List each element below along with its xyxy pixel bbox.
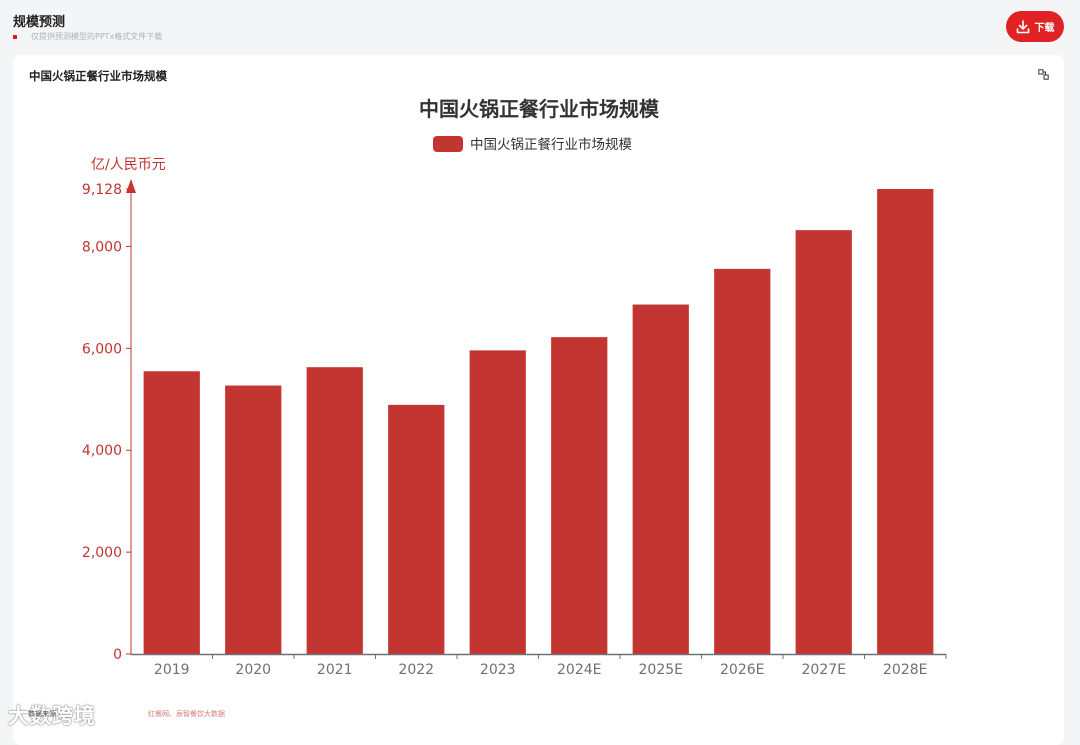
x-tick-label: 2027E	[802, 662, 846, 678]
x-tick-label: 2025E	[639, 662, 683, 678]
legend-swatch[interactable]	[433, 136, 463, 152]
x-tick-label: 2021	[317, 662, 353, 678]
chart-title: 中国火锅正餐行业市场规模	[419, 97, 660, 121]
download-label: 下载	[1034, 23, 1055, 34]
download-icon	[1016, 19, 1029, 33]
y-tick-label: 0	[113, 647, 122, 663]
legend-label[interactable]: 中国火锅正餐行业市场规模	[470, 136, 632, 153]
y-axis-label: 亿/人民币元	[91, 157, 166, 173]
x-tick-label: 2022	[398, 662, 434, 678]
x-tick-label: 2028E	[883, 662, 927, 678]
bar-2024E[interactable]	[551, 337, 608, 654]
bar-2021[interactable]	[306, 367, 363, 654]
card-title: 中国火锅正餐行业市场规模	[29, 69, 167, 83]
y-tick-label: 2,000	[82, 545, 122, 561]
bar-chart: 中国火锅正餐行业市场规模 中国火锅正餐行业市场规模 亿/人民币元 0 2,000 4…	[82, 97, 947, 678]
bar-2019[interactable]	[143, 371, 200, 654]
download-button[interactable]: 下载	[1006, 11, 1064, 42]
page-header: 规模预测 仅提供预测模型的PPTx格式文件下载 下载	[0, 0, 1080, 52]
bar-2028E[interactable]	[877, 189, 934, 654]
watermark-logo: 大数跨境	[8, 704, 96, 728]
y-tick-label: 9,128	[82, 182, 122, 198]
expand-icon[interactable]	[1038, 69, 1049, 80]
x-tick-label: 2023	[480, 662, 516, 678]
source-label: 数据来源：	[28, 710, 63, 718]
bar-2027E[interactable]	[795, 230, 852, 654]
page-title: 规模预测	[13, 15, 66, 30]
x-tick-label: 2019	[154, 662, 190, 678]
x-tick-label: 2020	[235, 662, 271, 678]
x-tick-label: 2026E	[720, 662, 764, 678]
x-tick-label: 2024E	[557, 662, 601, 678]
y-axis-arrow	[126, 179, 136, 193]
y-tick-label: 4,000	[82, 443, 122, 459]
bar-2022[interactable]	[388, 404, 445, 654]
bar-2020[interactable]	[225, 385, 282, 654]
y-tick-label: 6,000	[82, 341, 122, 357]
bar-2025E[interactable]	[632, 304, 689, 654]
bullet-marker	[13, 34, 17, 39]
source-detail: 红餐网、辰智餐饮大数据	[148, 710, 225, 718]
chart-card: 中国火锅正餐行业市场规模 中国火锅正餐行业市场规模 中国火锅正餐行业市场规模 亿…	[13, 55, 1064, 745]
bar-2026E[interactable]	[714, 268, 771, 654]
y-tick-label: 8,000	[82, 239, 122, 255]
bar-2023[interactable]	[469, 350, 526, 654]
page-subtitle-row: 仅提供预测模型的PPTx格式文件下载	[13, 31, 162, 42]
page-subtitle: 仅提供预测模型的PPTx格式文件下载	[31, 32, 163, 41]
